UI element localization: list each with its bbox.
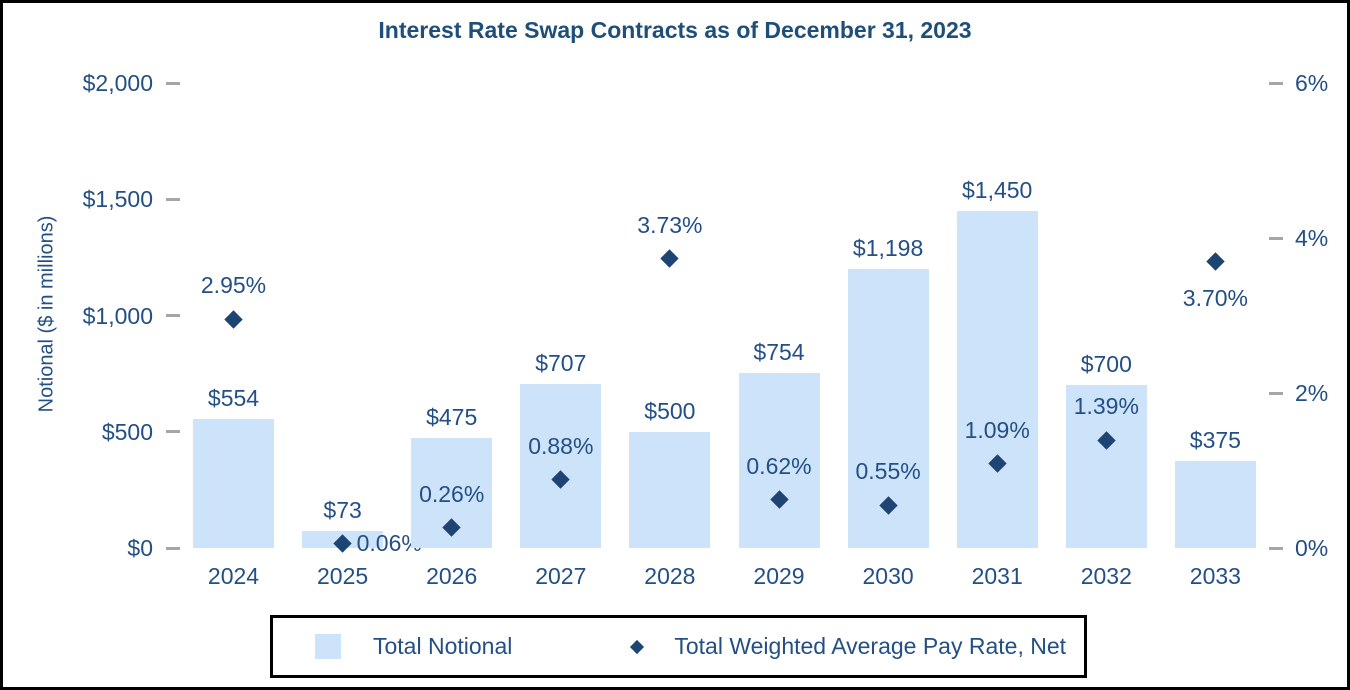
right-axis-tick bbox=[1269, 391, 1283, 395]
legend: Total Notional Total Weighted Average Pa… bbox=[270, 615, 1087, 678]
left-axis-tick-label: $500 bbox=[101, 418, 153, 445]
bar-value-label: $700 bbox=[1080, 351, 1132, 378]
bar bbox=[193, 419, 274, 548]
bar-value-label: $73 bbox=[323, 497, 362, 524]
left-axis-tick bbox=[166, 197, 180, 201]
category-label: 2029 bbox=[753, 563, 805, 589]
legend-bar-label: Total Notional bbox=[373, 633, 513, 659]
category-label: 2026 bbox=[426, 563, 478, 589]
bar-value-label: $754 bbox=[753, 338, 805, 365]
right-axis-tick-label: 6% bbox=[1295, 70, 1329, 96]
bar bbox=[520, 383, 602, 548]
chart-title: Interest Rate Swap Contracts as of Decem… bbox=[378, 17, 972, 43]
category-label: 2030 bbox=[862, 563, 914, 589]
category-label: 2028 bbox=[644, 563, 696, 589]
legend-diamond-icon bbox=[630, 639, 645, 654]
category-label: 2025 bbox=[317, 563, 369, 589]
bar-value-label: $1,198 bbox=[852, 235, 924, 262]
rate-value-label: 2.95% bbox=[200, 272, 267, 299]
rate-value-label: 0.55% bbox=[855, 458, 921, 485]
left-axis-tick bbox=[166, 314, 180, 317]
rate-value-label: 3.73% bbox=[637, 211, 703, 238]
bar-value-label: $554 bbox=[207, 385, 260, 412]
rate-diamond-icon bbox=[660, 249, 680, 269]
rate-value-label: 0.26% bbox=[419, 480, 485, 507]
rate-value-label: 0.62% bbox=[746, 452, 812, 479]
bar-value-label: $707 bbox=[535, 349, 587, 376]
left-axis-tick bbox=[166, 81, 180, 85]
left-axis-tick-label: $0 bbox=[127, 535, 153, 561]
left-axis-tick-label: $1,500 bbox=[82, 186, 153, 213]
category-label: 2032 bbox=[1080, 563, 1132, 589]
category-label: 2033 bbox=[1189, 563, 1241, 589]
right-axis-tick-label: 2% bbox=[1295, 380, 1329, 406]
rate-value-label: 0.06% bbox=[356, 530, 422, 557]
right-axis-tick-label: 0% bbox=[1295, 535, 1329, 561]
bar bbox=[738, 372, 820, 548]
legend-marker-label: Total Weighted Average Pay Rate, Net bbox=[674, 633, 1067, 659]
right-axis-tick-label: 4% bbox=[1295, 225, 1329, 251]
bar bbox=[1174, 460, 1256, 548]
bar-value-label: $1,450 bbox=[962, 176, 1033, 203]
bar bbox=[956, 210, 1038, 548]
left-axis-tick bbox=[166, 430, 180, 434]
bar-value-label: $375 bbox=[1189, 426, 1241, 453]
rate-diamond-icon bbox=[224, 310, 243, 329]
rate-value-label: 1.39% bbox=[1073, 393, 1139, 420]
left-axis-tick-label: $2,000 bbox=[82, 70, 153, 96]
category-label: 2024 bbox=[207, 563, 260, 589]
rate-value-label: 0.88% bbox=[528, 432, 594, 459]
right-axis-tick bbox=[1269, 81, 1283, 85]
rate-value-label: 3.70% bbox=[1182, 285, 1248, 312]
bar bbox=[1065, 385, 1147, 548]
category-label: 2027 bbox=[535, 563, 587, 589]
rate-value-label: 1.09% bbox=[964, 416, 1030, 443]
left-axis-tick bbox=[166, 546, 180, 550]
bar-value-label: $500 bbox=[644, 397, 696, 424]
rate-diamond-icon bbox=[1206, 252, 1225, 271]
right-axis-tick bbox=[1269, 236, 1283, 240]
legend-bar-swatch-icon bbox=[315, 634, 341, 659]
category-label: 2031 bbox=[971, 563, 1023, 589]
bar-value-label: $475 bbox=[426, 403, 478, 430]
bar bbox=[629, 431, 711, 548]
left-axis-tick-label: $1,000 bbox=[82, 302, 153, 329]
right-axis-tick bbox=[1269, 546, 1283, 550]
